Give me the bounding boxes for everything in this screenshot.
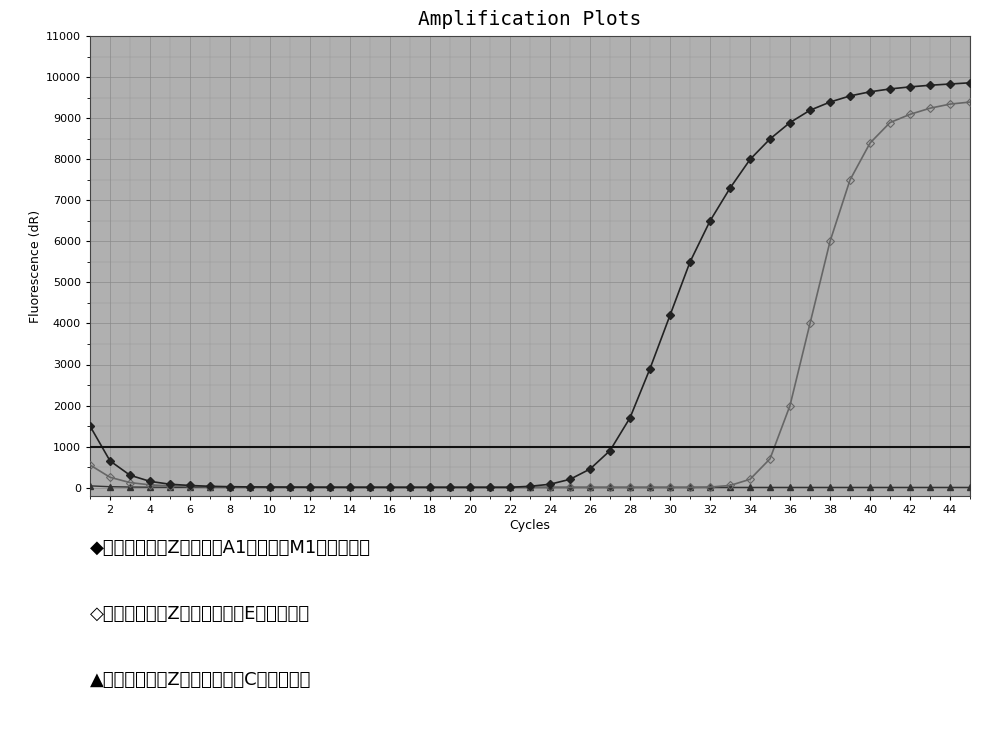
Text: ◆采用反应体系Z检测样本A1的转化液M1的扩增曲线: ◆采用反应体系Z检测样本A1的转化液M1的扩增曲线 xyxy=(90,539,371,558)
Text: ◇采用反应体系Z检测阳性对照E的扩增曲线: ◇采用反应体系Z检测阳性对照E的扩增曲线 xyxy=(90,605,310,623)
Title: Amplification Plots: Amplification Plots xyxy=(418,10,642,29)
Y-axis label: Fluorescence (dR): Fluorescence (dR) xyxy=(29,209,42,323)
Text: ▲采用反应体系Z检测阴性对照C的扩增曲线: ▲采用反应体系Z检测阴性对照C的扩增曲线 xyxy=(90,671,311,689)
X-axis label: Cycles: Cycles xyxy=(510,519,550,532)
